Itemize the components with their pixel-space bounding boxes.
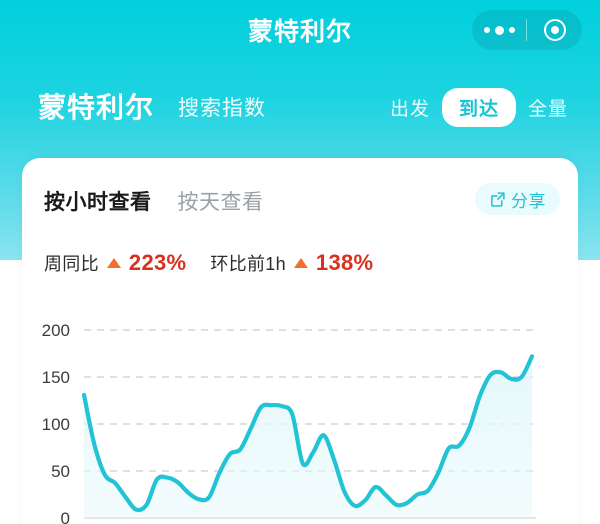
city-name: 蒙特利尔 xyxy=(38,92,155,123)
ellipsis-icon[interactable] xyxy=(472,10,526,50)
tab-hourly-label: 按小时查看 xyxy=(44,191,152,214)
wechat-capsule[interactable] xyxy=(472,10,582,50)
arrow-up-icon xyxy=(106,258,121,268)
direction-segmented-control[interactable]: 出发 到达 全量 xyxy=(378,88,580,127)
svg-text:50: 50 xyxy=(51,462,70,481)
segment-arrival[interactable]: 到达 xyxy=(441,88,516,127)
stat-hour-over-hour-label: 环比前1h xyxy=(210,254,286,274)
stat-hour-over-hour-value: 138% xyxy=(315,250,374,275)
external-link-icon xyxy=(491,191,505,207)
view-mode-tabs[interactable]: 按小时查看 按天查看 xyxy=(44,186,264,218)
arrow-up-icon xyxy=(293,258,308,268)
svg-text:0: 0 xyxy=(61,509,70,524)
segment-departure[interactable]: 出发 xyxy=(389,99,430,120)
chart-card: 按小时查看 按天查看 分享 周同比 223% 环比前1h 138% 0 50 100… xyxy=(22,158,578,524)
capsule-divider xyxy=(526,19,527,41)
svg-text:150: 150 xyxy=(42,368,70,387)
index-label: 搜索指数 xyxy=(178,97,266,120)
stats-row: 周同比 223% 环比前1h 138% xyxy=(44,250,373,276)
share-button[interactable]: 分享 xyxy=(475,183,560,215)
navbar: 蒙特利尔 xyxy=(0,0,600,62)
share-label: 分享 xyxy=(511,191,546,211)
subheader: 蒙特利尔 搜索指数 出发 到达 全量 xyxy=(0,86,600,142)
svg-text:200: 200 xyxy=(42,321,70,340)
chart-svg: 0 50 100 150 200 xyxy=(42,321,536,524)
svg-text:100: 100 xyxy=(42,415,70,434)
tab-daily-label: 按天查看 xyxy=(177,191,264,214)
page-title: 蒙特利尔 xyxy=(247,18,352,46)
stat-week-over-week-value: 223% xyxy=(128,250,187,275)
tab-hourly[interactable]: 按小时查看 xyxy=(44,186,152,218)
segment-total[interactable]: 全量 xyxy=(527,99,568,120)
stat-week-over-week-label: 周同比 xyxy=(44,254,99,274)
tab-daily[interactable]: 按天查看 xyxy=(178,186,264,218)
target-circle-icon[interactable] xyxy=(527,10,582,50)
search-index-chart[interactable]: 0 50 100 150 200 xyxy=(22,310,578,524)
